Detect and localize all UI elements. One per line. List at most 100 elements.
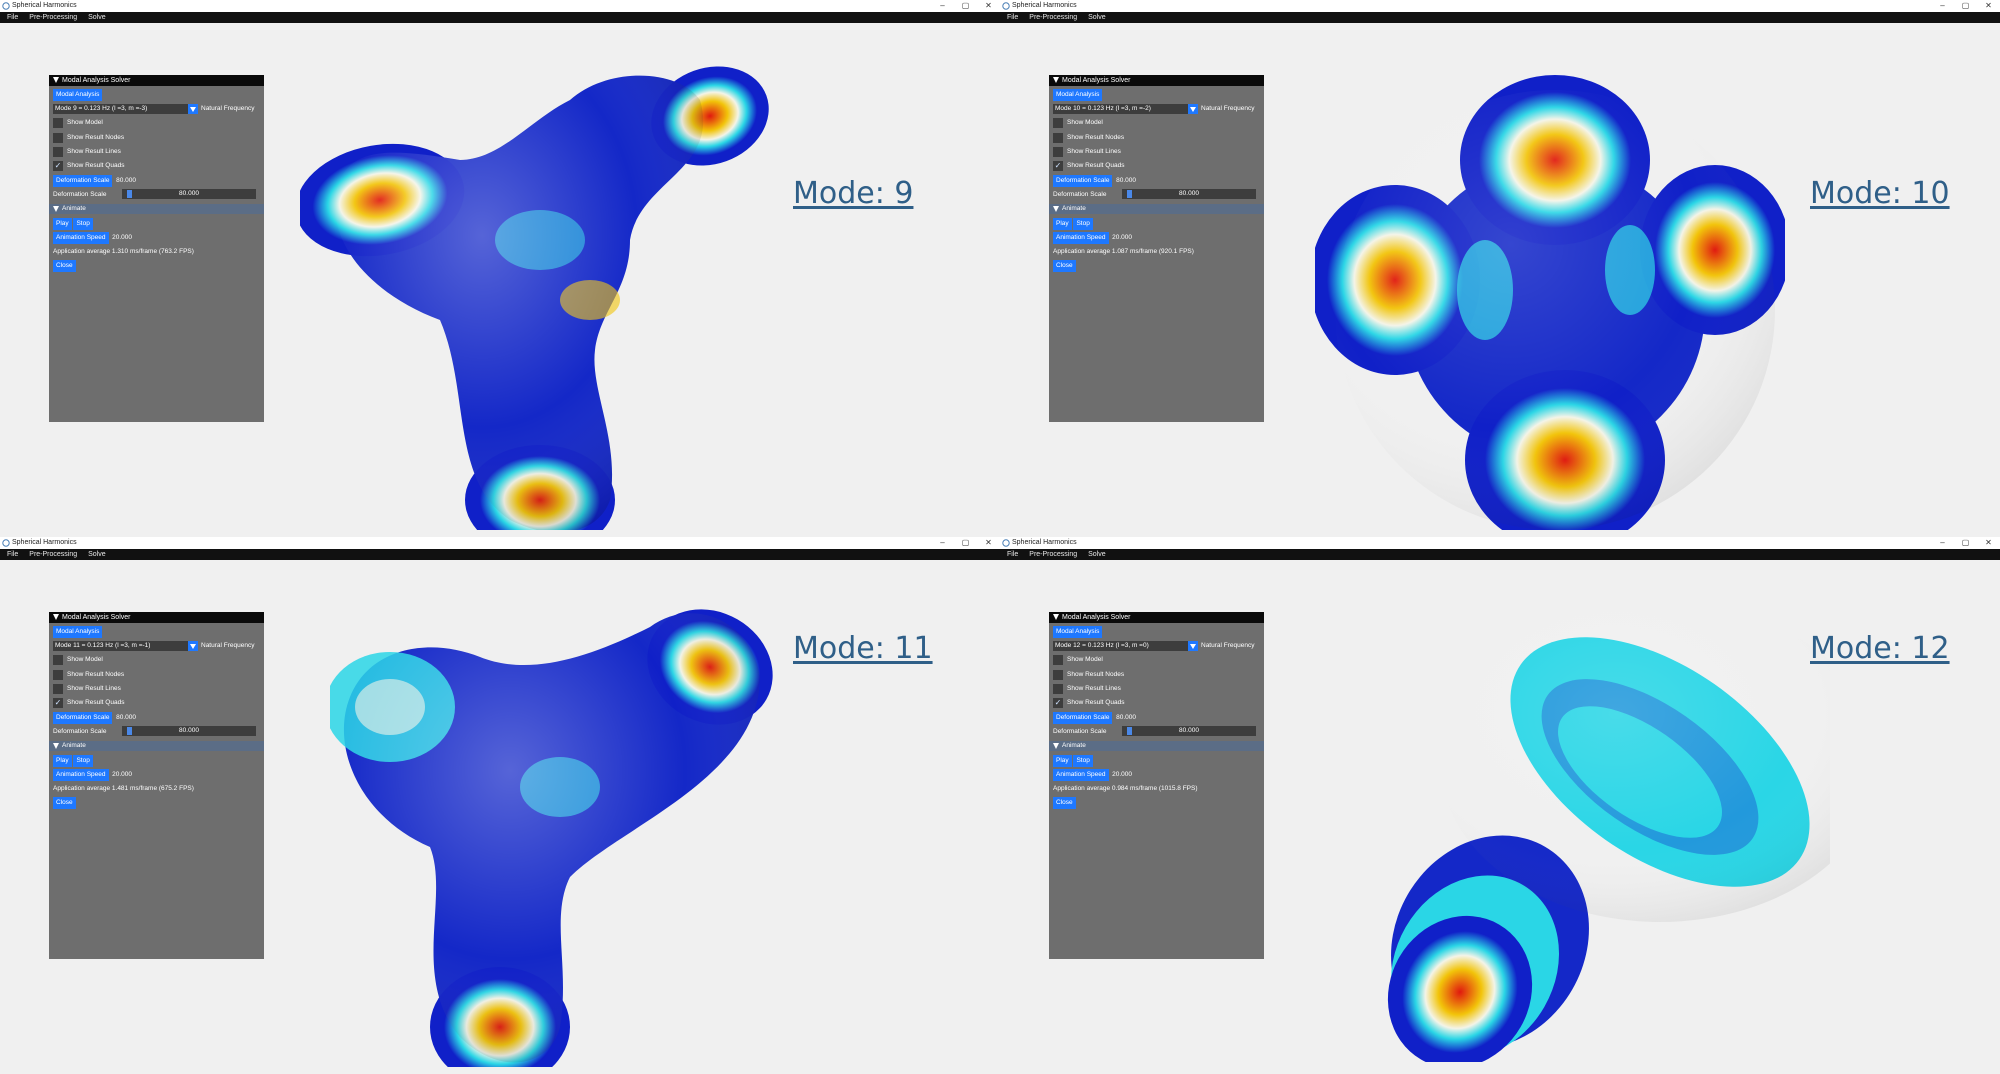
- show-result-lines-checkbox[interactable]: [1053, 147, 1063, 157]
- collapse-triangle-icon[interactable]: [1053, 743, 1059, 749]
- mode-shape-render[interactable]: [330, 597, 800, 1067]
- modal-analysis-button[interactable]: Modal Analysis: [53, 89, 103, 101]
- show-result-quads-checkbox[interactable]: ✓: [1053, 698, 1063, 708]
- play-button[interactable]: Play: [53, 218, 72, 230]
- collapse-triangle-icon[interactable]: [53, 206, 59, 212]
- modal-analysis-button[interactable]: Modal Analysis: [53, 626, 103, 638]
- menu-pre-processing[interactable]: Pre-Processing: [29, 551, 78, 558]
- close-icon[interactable]: ✕: [985, 538, 992, 547]
- show-result-quads-checkbox[interactable]: ✓: [53, 698, 63, 708]
- show-result-nodes-checkbox[interactable]: [1053, 670, 1063, 680]
- mode-select[interactable]: Mode 9 = 0.123 Hz (l =3, m =-3): [53, 104, 188, 114]
- deformation-scale-slider[interactable]: 80.000: [122, 726, 256, 736]
- deformation-scale-slider[interactable]: 80.000: [122, 189, 256, 199]
- animate-section-header[interactable]: Animate: [49, 741, 264, 751]
- collapse-triangle-icon[interactable]: [53, 614, 59, 620]
- menu-solve[interactable]: Solve: [88, 14, 106, 21]
- slider-handle[interactable]: [127, 727, 132, 735]
- deformation-scale-slider[interactable]: 80.000: [1122, 189, 1256, 199]
- deformation-scale-button[interactable]: Deformation Scale: [1053, 175, 1113, 187]
- maximize-icon[interactable]: ▢: [1961, 1, 1970, 10]
- animation-speed-button[interactable]: Animation Speed: [53, 232, 109, 244]
- maximize-icon[interactable]: ▢: [1961, 538, 1970, 547]
- show-model-checkbox[interactable]: [1053, 655, 1063, 665]
- animation-speed-button[interactable]: Animation Speed: [1053, 769, 1109, 781]
- mode-shape-render[interactable]: [1360, 592, 1830, 1062]
- stop-button[interactable]: Stop: [1073, 755, 1093, 767]
- chevron-down-icon[interactable]: [1188, 104, 1198, 114]
- close-icon[interactable]: ✕: [1985, 1, 1992, 10]
- menu-file[interactable]: File: [7, 551, 19, 558]
- show-result-lines-checkbox[interactable]: [1053, 684, 1063, 694]
- mode-shape-render[interactable]: [1315, 60, 1785, 530]
- deformation-scale-button[interactable]: Deformation Scale: [53, 712, 113, 724]
- slider-handle[interactable]: [127, 190, 132, 198]
- collapse-triangle-icon[interactable]: [53, 743, 59, 749]
- show-result-nodes-checkbox[interactable]: [1053, 133, 1063, 143]
- animation-speed-button[interactable]: Animation Speed: [53, 769, 109, 781]
- close-icon[interactable]: ✕: [1985, 538, 1992, 547]
- animate-section-header[interactable]: Animate: [1049, 741, 1264, 751]
- menu-file[interactable]: File: [1007, 14, 1019, 21]
- close-button[interactable]: Close: [53, 797, 76, 809]
- maximize-icon[interactable]: ▢: [961, 538, 970, 547]
- deformation-scale-button[interactable]: Deformation Scale: [1053, 712, 1113, 724]
- collapse-triangle-icon[interactable]: [1053, 614, 1059, 620]
- maximize-icon[interactable]: ▢: [961, 1, 970, 10]
- mode-shape-render[interactable]: [300, 60, 770, 530]
- show-result-quads-checkbox[interactable]: ✓: [53, 161, 63, 171]
- stop-button[interactable]: Stop: [1073, 218, 1093, 230]
- chevron-down-icon[interactable]: [1188, 641, 1198, 651]
- menu-file[interactable]: File: [7, 14, 19, 21]
- panel-header[interactable]: Modal Analysis Solver: [49, 75, 264, 86]
- mode-select[interactable]: Mode 10 = 0.123 Hz (l =3, m =-2): [1053, 104, 1188, 114]
- menu-pre-processing[interactable]: Pre-Processing: [1029, 14, 1078, 21]
- animate-section-header[interactable]: Animate: [49, 204, 264, 214]
- stop-button[interactable]: Stop: [73, 218, 93, 230]
- animate-section-header[interactable]: Animate: [1049, 204, 1264, 214]
- show-result-nodes-checkbox[interactable]: [53, 670, 63, 680]
- show-result-nodes-checkbox[interactable]: [53, 133, 63, 143]
- minimize-icon[interactable]: –: [1940, 1, 1945, 10]
- modal-analysis-button[interactable]: Modal Analysis: [1053, 89, 1103, 101]
- menu-solve[interactable]: Solve: [1088, 14, 1106, 21]
- deformation-scale-button[interactable]: Deformation Scale: [53, 175, 113, 187]
- menu-pre-processing[interactable]: Pre-Processing: [29, 14, 78, 21]
- stop-button[interactable]: Stop: [73, 755, 93, 767]
- panel-header[interactable]: Modal Analysis Solver: [1049, 612, 1264, 623]
- play-button[interactable]: Play: [1053, 755, 1072, 767]
- modal-analysis-button[interactable]: Modal Analysis: [1053, 626, 1103, 638]
- close-button[interactable]: Close: [53, 260, 76, 272]
- mode-select[interactable]: Mode 11 = 0.123 Hz (l =3, m =-1): [53, 641, 188, 651]
- collapse-triangle-icon[interactable]: [1053, 206, 1059, 212]
- show-model-checkbox[interactable]: [53, 655, 63, 665]
- panel-header[interactable]: Modal Analysis Solver: [1049, 75, 1264, 86]
- mode-select[interactable]: Mode 12 = 0.123 Hz (l =3, m =0): [1053, 641, 1188, 651]
- play-button[interactable]: Play: [53, 755, 72, 767]
- minimize-icon[interactable]: –: [940, 538, 945, 547]
- show-result-lines-checkbox[interactable]: [53, 147, 63, 157]
- show-model-checkbox[interactable]: [1053, 118, 1063, 128]
- chevron-down-icon[interactable]: [188, 641, 198, 651]
- close-button[interactable]: Close: [1053, 797, 1076, 809]
- menu-solve[interactable]: Solve: [88, 551, 106, 558]
- menu-file[interactable]: File: [1007, 551, 1019, 558]
- deformation-scale-slider[interactable]: 80.000: [1122, 726, 1256, 736]
- menu-solve[interactable]: Solve: [1088, 551, 1106, 558]
- show-result-lines-checkbox[interactable]: [53, 684, 63, 694]
- collapse-triangle-icon[interactable]: [53, 77, 59, 83]
- menu-pre-processing[interactable]: Pre-Processing: [1029, 551, 1078, 558]
- close-button[interactable]: Close: [1053, 260, 1076, 272]
- slider-handle[interactable]: [1127, 190, 1132, 198]
- collapse-triangle-icon[interactable]: [1053, 77, 1059, 83]
- play-button[interactable]: Play: [1053, 218, 1072, 230]
- slider-handle[interactable]: [1127, 727, 1132, 735]
- minimize-icon[interactable]: –: [940, 1, 945, 10]
- chevron-down-icon[interactable]: [188, 104, 198, 114]
- minimize-icon[interactable]: –: [1940, 538, 1945, 547]
- close-icon[interactable]: ✕: [985, 1, 992, 10]
- show-result-quads-checkbox[interactable]: ✓: [1053, 161, 1063, 171]
- animation-speed-button[interactable]: Animation Speed: [1053, 232, 1109, 244]
- panel-header[interactable]: Modal Analysis Solver: [49, 612, 264, 623]
- show-model-checkbox[interactable]: [53, 118, 63, 128]
